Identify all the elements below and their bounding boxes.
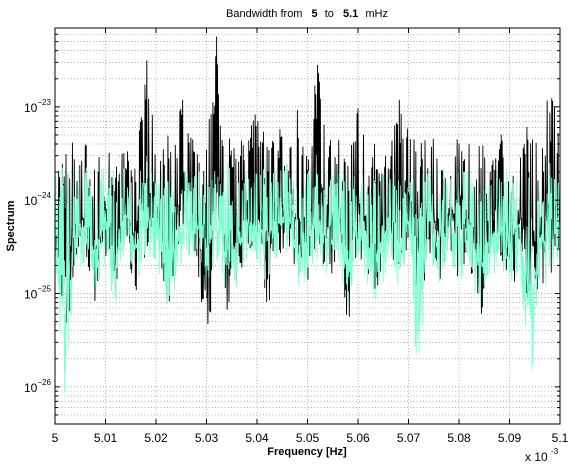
x-multiplier-base: x 10 — [525, 450, 548, 464]
x-tick-label: 5.05 — [296, 431, 320, 445]
series-aquamarine-trace — [54, 160, 561, 393]
y-tick-label: 10−24 — [24, 191, 51, 208]
x-tick-label: 5 — [52, 431, 59, 445]
y-tick-base: 10 — [24, 194, 38, 208]
x-tick-labels: 5 5.01 5.02 5.03 5.04 5.05 5.06 5.07 5.08 5.09 5.1 — [52, 431, 569, 445]
y-tick-exp: −25 — [37, 285, 51, 294]
chart-title-to: 5.1 — [343, 8, 358, 20]
x-tick-label: 5.06 — [346, 431, 370, 445]
y-tick-exp: −24 — [37, 191, 51, 200]
x-tick-label: 5.09 — [498, 431, 522, 445]
y-tick-exp: −23 — [37, 98, 51, 107]
x-axis-label: Frequency [Hz] — [267, 446, 347, 458]
y-tick-base: 10 — [24, 101, 38, 115]
x-tick-label: 5.03 — [195, 431, 219, 445]
x-tick-label: 5.07 — [397, 431, 421, 445]
chart-title-prefix: Bandwidth from — [226, 8, 302, 20]
chart-title-from: 5 — [312, 8, 318, 20]
chart-title-unit: mHz — [365, 8, 388, 20]
x-tick-label: 5.08 — [447, 431, 471, 445]
chart-title: Bandwidth from 5 to 5.1 mHz — [226, 8, 388, 20]
x-tick-label: 5.01 — [94, 431, 118, 445]
y-tick-label: 10−23 — [24, 98, 51, 115]
series-group — [54, 36, 561, 393]
y-tick-label: 10−25 — [24, 285, 51, 302]
x-tick-label: 5.1 — [552, 431, 569, 445]
x-multiplier-label: x 10 -3 — [525, 447, 559, 464]
x-multiplier-exp: -3 — [551, 447, 559, 456]
x-tick-label: 5.02 — [144, 431, 168, 445]
chart-title-to-word: to — [325, 8, 334, 20]
y-tick-base: 10 — [24, 381, 38, 395]
y-tick-label: 10−26 — [24, 378, 51, 395]
y-axis-label: Spectrum — [5, 200, 17, 251]
y-tick-base: 10 — [24, 288, 38, 302]
plot-area-frame — [54, 27, 561, 425]
x-tick-label: 5.04 — [245, 431, 269, 445]
y-tick-exp: −26 — [37, 378, 51, 387]
